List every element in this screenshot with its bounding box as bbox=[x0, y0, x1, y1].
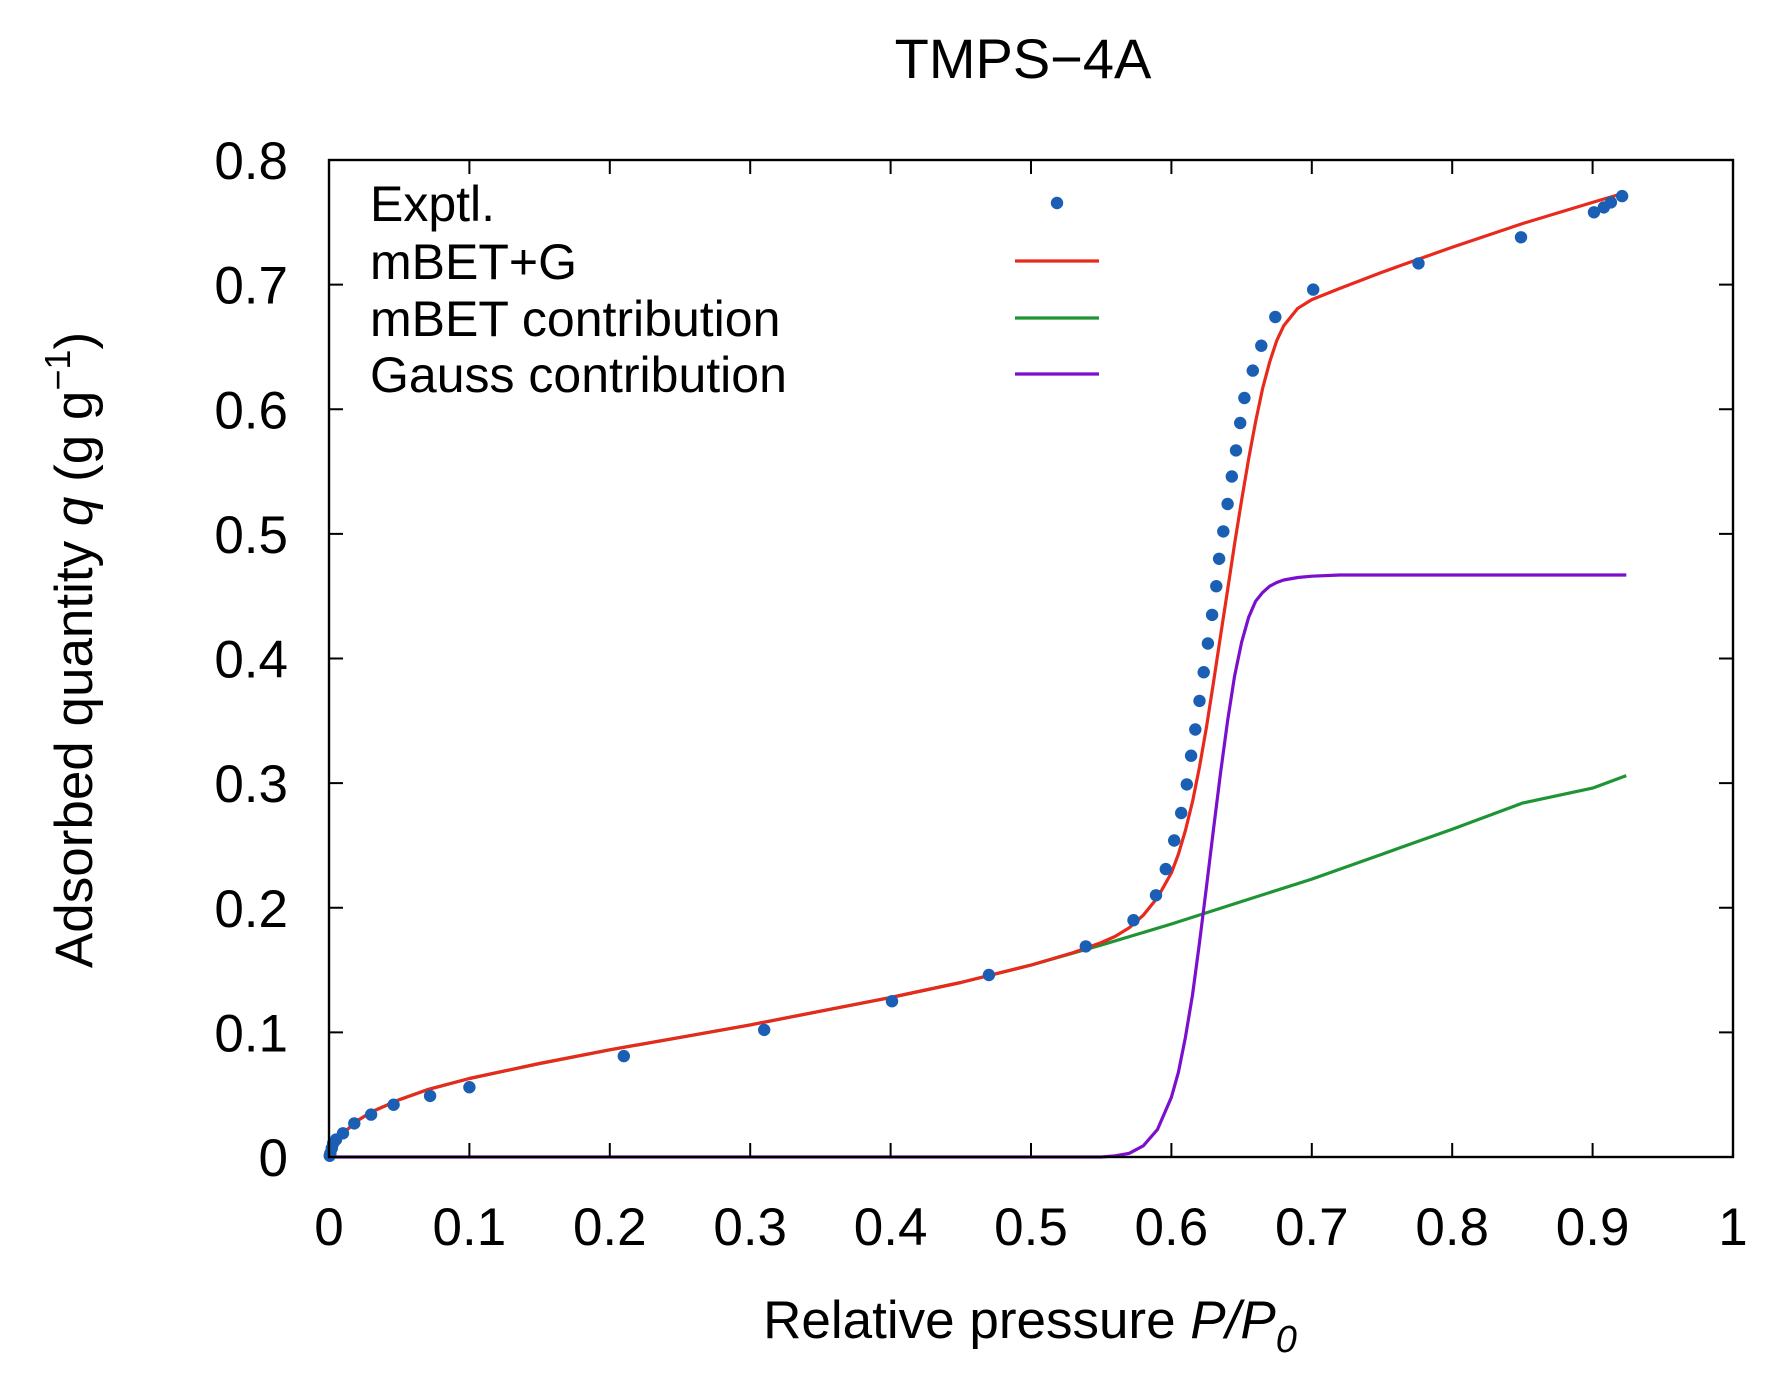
x-axis-label-text: Relative pressure bbox=[763, 1291, 1190, 1350]
data-point bbox=[1175, 806, 1188, 820]
data-point bbox=[885, 995, 899, 1008]
data-point bbox=[1604, 196, 1618, 209]
y-axis-label-exponent: −1 bbox=[37, 350, 78, 391]
svg-text:Adsorbed quantity q (g g−1): Adsorbed quantity q (g g−1) bbox=[37, 332, 104, 968]
x-tick-label: 0 bbox=[314, 1198, 343, 1257]
data-point bbox=[617, 1049, 630, 1063]
y-tick-label: 0.4 bbox=[214, 631, 288, 690]
x-tick-label: 0.1 bbox=[433, 1198, 507, 1257]
data-point bbox=[1149, 889, 1163, 902]
data-point bbox=[1168, 834, 1181, 847]
x-axis-label-sub: 0 bbox=[1276, 1319, 1297, 1361]
legend-label: mBET+G bbox=[370, 234, 577, 290]
data-point bbox=[1229, 444, 1243, 457]
x-tick-label: 0.8 bbox=[1415, 1198, 1489, 1257]
y-axis-label-var: q bbox=[45, 496, 104, 526]
y-tick-label: 0.5 bbox=[214, 506, 288, 565]
data-point bbox=[1246, 364, 1260, 377]
data-point bbox=[1184, 749, 1198, 762]
data-point bbox=[1201, 637, 1215, 650]
data-point bbox=[1615, 189, 1629, 203]
data-point bbox=[1225, 470, 1239, 483]
x-axis-label-var: P/P bbox=[1190, 1291, 1276, 1350]
y-axis-label-text: Adsorbed quantity bbox=[45, 526, 104, 968]
data-point bbox=[1212, 552, 1226, 565]
plot-frame bbox=[327, 158, 1735, 1159]
axis-ticks: 0 0.1 0.2 0.3 0.4 0.5 0.6 0.7 0.8 0.9 1 0 0.1 0.2 0.3 0… bbox=[214, 132, 1747, 1257]
data-point bbox=[1210, 580, 1223, 593]
legend-label: Gauss contribution bbox=[370, 347, 787, 403]
data-point bbox=[463, 1081, 476, 1094]
data-point bbox=[1127, 914, 1140, 927]
data-point bbox=[1221, 497, 1234, 511]
y-tick-label: 0.2 bbox=[214, 880, 288, 939]
x-tick-label: 0.5 bbox=[994, 1198, 1068, 1257]
data-point bbox=[1079, 940, 1093, 953]
data-point bbox=[1269, 310, 1282, 324]
data-point bbox=[1193, 694, 1206, 708]
data-point bbox=[348, 1117, 361, 1130]
data-point bbox=[1307, 283, 1320, 296]
y-tick-label: 0.6 bbox=[214, 381, 288, 440]
data-point bbox=[1217, 525, 1230, 538]
data-point bbox=[336, 1127, 350, 1140]
y-tick-label: 0.1 bbox=[214, 1004, 288, 1063]
legend-label: Exptl. bbox=[370, 176, 495, 232]
data-point bbox=[1197, 666, 1210, 679]
data-point bbox=[758, 1023, 771, 1037]
data-point bbox=[423, 1089, 437, 1103]
y-tick-label: 0.7 bbox=[214, 257, 288, 316]
data-point bbox=[1159, 862, 1173, 876]
series-line-mbet-g bbox=[327, 190, 1627, 1158]
data-point bbox=[1205, 608, 1219, 622]
legend-swatch-point bbox=[1050, 196, 1064, 210]
series-line-mbet-contribution bbox=[327, 774, 1627, 1158]
x-tick-label: 0.9 bbox=[1556, 1198, 1630, 1257]
data-point bbox=[1180, 778, 1194, 791]
data-point bbox=[1587, 206, 1601, 219]
data-point bbox=[1255, 339, 1268, 352]
series-line-gauss-contribution bbox=[329, 573, 1627, 1159]
legend-label: mBET contribution bbox=[370, 291, 780, 347]
x-axis-label: Relative pressure P/P0 bbox=[763, 1291, 1297, 1361]
data-point bbox=[1234, 416, 1247, 430]
y-tick-label: 0.8 bbox=[214, 132, 288, 191]
y-axis-label: Adsorbed quantity q (g g−1) bbox=[37, 332, 104, 968]
y-axis-label-close: ) bbox=[45, 332, 104, 350]
data-point bbox=[982, 968, 996, 982]
x-tick-label: 0.7 bbox=[1275, 1198, 1349, 1257]
data-point bbox=[1412, 257, 1425, 270]
data-point bbox=[1189, 723, 1202, 736]
y-axis-label-unit: (g g bbox=[45, 391, 104, 497]
x-tick-label: 1 bbox=[1718, 1198, 1747, 1257]
data-point bbox=[364, 1108, 378, 1121]
data-point bbox=[387, 1098, 400, 1111]
data-point bbox=[1238, 391, 1251, 405]
plot-area bbox=[323, 189, 1629, 1163]
chart-title: TMPS−4A bbox=[895, 27, 1152, 90]
y-tick-label: 0 bbox=[259, 1129, 288, 1188]
x-tick-label: 0.6 bbox=[1135, 1198, 1209, 1257]
x-tick-label: 0.2 bbox=[573, 1198, 647, 1257]
y-tick-label: 0.3 bbox=[214, 755, 288, 814]
x-tick-label: 0.4 bbox=[854, 1198, 928, 1257]
data-point bbox=[1514, 231, 1528, 244]
x-tick-label: 0.3 bbox=[713, 1198, 787, 1257]
